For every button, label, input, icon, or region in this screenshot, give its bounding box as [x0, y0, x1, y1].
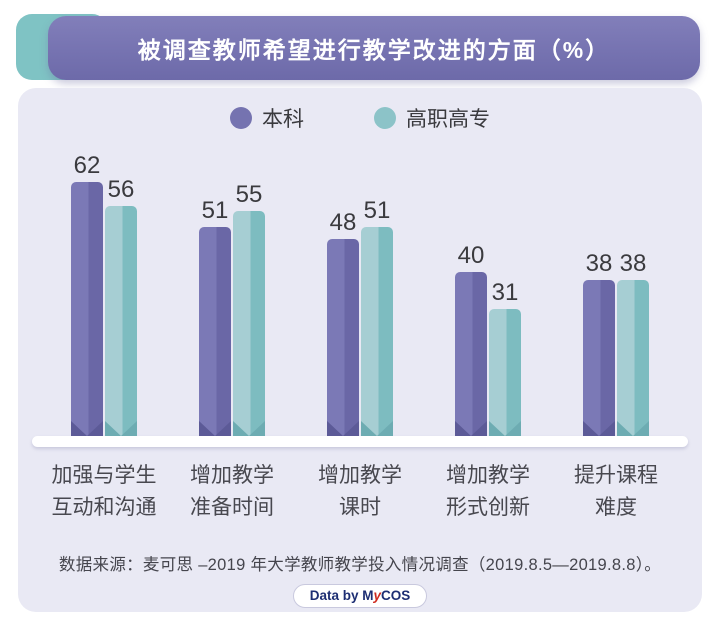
bar — [71, 182, 103, 436]
bar-value-label: 51 — [363, 196, 391, 224]
badge-brand-m: M — [362, 588, 374, 603]
bar-value-label: 62 — [73, 151, 101, 179]
bar-group: 38 38 — [552, 249, 680, 436]
bar — [327, 239, 359, 436]
bar-base-notch — [455, 421, 471, 436]
axis-baseline — [32, 436, 688, 447]
bar — [455, 272, 487, 436]
legend-label-gaozhi: 高职高专 — [406, 108, 490, 131]
category-label: 增加教学 形式创新 — [424, 460, 552, 523]
bar-base-notch — [617, 421, 633, 436]
category-label-line: 增加教学 — [446, 464, 530, 487]
bar-base-notch — [361, 421, 377, 436]
bar — [617, 280, 649, 436]
category-label-line: 增加教学 — [190, 464, 274, 487]
badge-wrap: Data by MyCOS — [18, 584, 702, 608]
bar-base-notch — [105, 421, 121, 436]
legend-item-gaozhi: 高职高专 — [374, 103, 490, 133]
bar-group: 62 56 — [40, 151, 168, 436]
bar-value-label: 38 — [619, 249, 647, 277]
legend: 本科 高职高专 — [18, 104, 702, 132]
bar-column: 40 — [455, 241, 487, 436]
bar-column: 38 — [583, 249, 615, 436]
bar-column: 31 — [489, 278, 521, 436]
title-bar: 被调查教师希望进行教学改进的方面（%） — [48, 16, 700, 80]
bar-base-notch — [233, 421, 249, 436]
bar-base-notch — [505, 421, 521, 436]
legend-label-benke: 本科 — [262, 108, 304, 131]
bar-base-notch — [583, 421, 599, 436]
bar-value-label: 38 — [585, 249, 613, 277]
bar — [489, 309, 521, 436]
bar-group: 48 51 — [296, 196, 424, 436]
bar-value-label: 48 — [329, 208, 357, 236]
bar-base-notch — [249, 421, 265, 436]
category-label: 提升课程 难度 — [552, 460, 680, 523]
bar-value-label: 51 — [201, 196, 229, 224]
chart-card: 本科 高职高专 62 56 51 55 48 51 40 31 38 38 加强与学生 互动和沟通增… — [18, 88, 702, 612]
bar-base-notch — [199, 421, 215, 436]
bar-base-notch — [121, 421, 137, 436]
bar-base-notch — [599, 421, 615, 436]
legend-item-benke: 本科 — [230, 103, 304, 133]
category-label-line: 课时 — [339, 495, 381, 519]
bar-base-notch — [633, 421, 649, 436]
category-label-line: 互动和沟通 — [51, 495, 157, 519]
badge-prefix: Data by — [309, 588, 363, 603]
bar-base-notch — [343, 421, 359, 436]
bar-value-label: 55 — [235, 180, 263, 208]
bar — [233, 211, 265, 436]
bar-column: 55 — [233, 180, 265, 436]
bar — [361, 227, 393, 436]
badge-brand-y: y — [373, 588, 382, 603]
category-label-line: 难度 — [595, 495, 637, 519]
bars-row: 62 56 51 55 48 51 40 31 38 38 — [18, 138, 702, 436]
category-label-line: 形式创新 — [446, 495, 530, 519]
bar-base-notch — [71, 421, 87, 436]
category-label: 增加教学 课时 — [296, 460, 424, 523]
bar-column: 56 — [105, 175, 137, 436]
category-label: 增加教学 准备时间 — [168, 460, 296, 523]
category-label-line: 准备时间 — [190, 495, 274, 519]
data-source-note: 数据来源：麦可思 –2019 年大学教师教学投入情况调查（2019.8.5—20… — [58, 556, 662, 574]
category-labels-row: 加强与学生 互动和沟通 增加教学 准备时间 增加教学 课时 增加教学 形式创新 提升课程 难度 — [18, 460, 702, 523]
category-label-line: 增加教学 — [318, 464, 402, 487]
bar-value-label: 56 — [107, 175, 135, 203]
bar — [199, 227, 231, 436]
bar-column: 62 — [71, 151, 103, 436]
bar-value-label: 40 — [457, 241, 485, 269]
bar-base-notch — [471, 421, 487, 436]
bar-value-label: 31 — [491, 278, 519, 306]
bar-base-notch — [489, 421, 505, 436]
bar — [583, 280, 615, 436]
bar — [105, 206, 137, 436]
mycos-badge: Data by MyCOS — [292, 584, 428, 608]
bar-column: 48 — [327, 208, 359, 436]
badge-brand-cos: COS — [381, 588, 411, 603]
bar-group: 51 55 — [168, 180, 296, 436]
bar-column: 51 — [199, 196, 231, 436]
bar-base-notch — [87, 421, 103, 436]
chart-title: 被调查教师希望进行教学改进的方面（%） — [137, 37, 611, 63]
legend-dot-benke — [230, 107, 252, 129]
bar-base-notch — [327, 421, 343, 436]
bar-column: 51 — [361, 196, 393, 436]
bar-base-notch — [215, 421, 231, 436]
category-label-line: 加强与学生 — [51, 464, 157, 487]
legend-dot-gaozhi — [374, 107, 396, 129]
bar-base-notch — [377, 421, 393, 436]
category-label: 加强与学生互动和沟通 — [40, 460, 168, 523]
bar-column: 38 — [617, 249, 649, 436]
bar-group: 40 31 — [424, 241, 552, 436]
category-label-line: 提升课程 — [574, 464, 658, 487]
